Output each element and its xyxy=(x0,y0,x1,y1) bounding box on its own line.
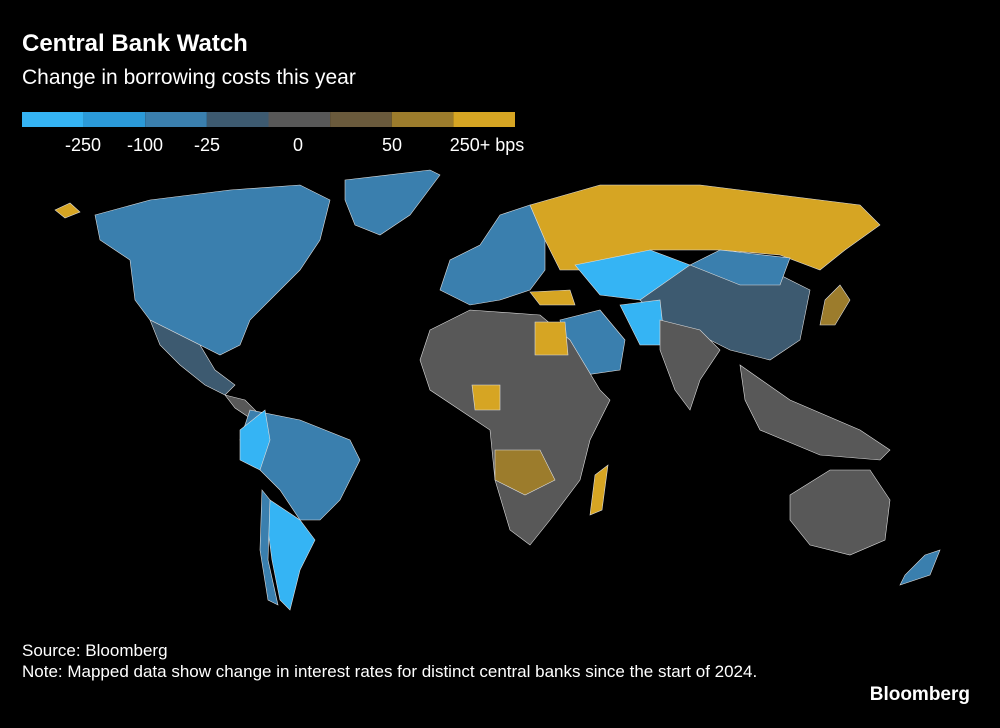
legend-swatch xyxy=(83,112,146,127)
legend-swatch xyxy=(330,112,392,127)
title: Central Bank Watch xyxy=(22,30,248,57)
central-africa xyxy=(494,449,556,496)
note: Note: Mapped data show change in interes… xyxy=(22,662,758,681)
legend-label: -25 xyxy=(194,135,220,155)
source: Source: Bloomberg xyxy=(22,641,168,660)
pakistan xyxy=(619,299,666,346)
legend-swatch xyxy=(22,112,84,127)
southeast-asia xyxy=(739,364,891,461)
north-america xyxy=(94,184,331,356)
legend-swatch xyxy=(391,112,454,127)
australia xyxy=(789,469,891,556)
chile xyxy=(259,489,279,606)
russia xyxy=(529,184,881,271)
legend-label: -250 xyxy=(65,135,101,155)
legend-swatch xyxy=(206,112,269,127)
legend-label: 250+ bps xyxy=(450,135,525,155)
madagascar xyxy=(589,464,609,516)
legend-label: -100 xyxy=(127,135,163,155)
nigeria xyxy=(471,384,501,411)
greenland xyxy=(344,169,441,236)
mongolia xyxy=(689,249,791,286)
new-zealand xyxy=(899,549,941,586)
legend-swatch xyxy=(453,112,515,127)
turkey xyxy=(529,289,576,306)
japan xyxy=(819,284,851,326)
legend-label: 0 xyxy=(293,135,303,155)
brand: Bloomberg xyxy=(869,684,970,705)
legend-label: 50 xyxy=(382,135,402,155)
alaska-islet xyxy=(54,202,81,219)
legend-swatch xyxy=(145,112,207,127)
india xyxy=(659,319,721,411)
subtitle: Change in borrowing costs this year xyxy=(22,66,356,89)
andes xyxy=(239,409,271,471)
legend: -250 -100 -25 0 50 250+ bps xyxy=(22,112,525,155)
legend-swatch xyxy=(268,112,331,127)
egypt xyxy=(534,321,569,356)
europe xyxy=(439,204,546,306)
argentina xyxy=(267,499,316,611)
